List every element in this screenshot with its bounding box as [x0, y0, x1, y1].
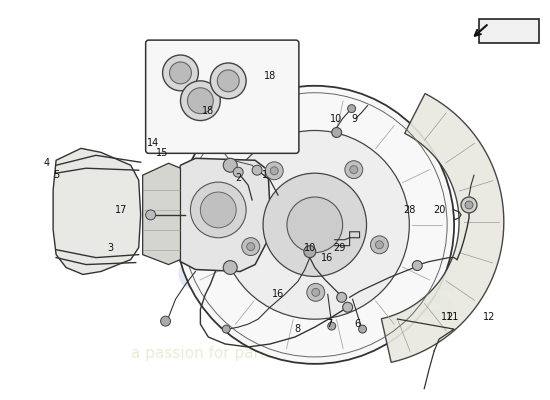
- Polygon shape: [142, 163, 180, 264]
- Polygon shape: [53, 148, 141, 274]
- Circle shape: [222, 325, 230, 333]
- Circle shape: [461, 197, 477, 213]
- Text: 8: 8: [295, 324, 301, 334]
- Circle shape: [200, 192, 236, 228]
- Circle shape: [337, 292, 346, 302]
- Circle shape: [252, 165, 262, 175]
- Circle shape: [312, 288, 320, 296]
- Text: Parts: Parts: [280, 270, 458, 329]
- Polygon shape: [175, 158, 270, 272]
- Circle shape: [146, 210, 156, 220]
- Circle shape: [348, 105, 356, 113]
- Circle shape: [328, 322, 336, 330]
- Circle shape: [180, 81, 221, 120]
- Circle shape: [332, 128, 342, 138]
- Text: 14: 14: [146, 138, 159, 148]
- Circle shape: [210, 63, 246, 99]
- Text: euro: euro: [175, 235, 361, 304]
- Text: 21: 21: [446, 312, 458, 322]
- Circle shape: [287, 197, 343, 253]
- Circle shape: [304, 246, 316, 258]
- Circle shape: [345, 161, 363, 178]
- Circle shape: [307, 284, 324, 301]
- Polygon shape: [479, 19, 538, 43]
- Text: 11: 11: [441, 312, 453, 322]
- Circle shape: [163, 55, 199, 91]
- Circle shape: [190, 182, 246, 238]
- Text: 2: 2: [235, 173, 241, 183]
- Text: 18: 18: [202, 106, 215, 116]
- Circle shape: [465, 201, 473, 209]
- Text: 15: 15: [156, 148, 169, 158]
- Text: 29: 29: [333, 243, 346, 253]
- Text: 10: 10: [329, 114, 342, 124]
- Text: a passion for parts since 1985: a passion for parts since 1985: [131, 346, 362, 362]
- Circle shape: [263, 173, 366, 276]
- Circle shape: [350, 166, 358, 174]
- Text: 16: 16: [321, 252, 333, 262]
- Circle shape: [270, 167, 278, 175]
- Text: 12: 12: [483, 312, 495, 322]
- Circle shape: [359, 325, 366, 333]
- Text: 5: 5: [53, 170, 59, 180]
- Text: 10: 10: [304, 243, 316, 253]
- Text: 7: 7: [327, 319, 333, 329]
- Circle shape: [412, 260, 422, 270]
- Circle shape: [169, 138, 182, 149]
- Circle shape: [175, 86, 454, 364]
- Circle shape: [221, 130, 409, 319]
- Circle shape: [233, 167, 243, 177]
- Text: 6: 6: [355, 319, 361, 329]
- Circle shape: [188, 88, 213, 114]
- Circle shape: [242, 238, 260, 256]
- Circle shape: [265, 162, 283, 180]
- Circle shape: [247, 243, 255, 250]
- Text: 16: 16: [272, 289, 284, 299]
- Circle shape: [169, 62, 191, 84]
- Text: 28: 28: [403, 205, 415, 215]
- Circle shape: [161, 316, 170, 326]
- Text: 20: 20: [433, 205, 446, 215]
- Text: 9: 9: [351, 114, 358, 124]
- Text: 1: 1: [262, 170, 268, 180]
- Circle shape: [223, 260, 237, 274]
- Circle shape: [223, 158, 237, 172]
- FancyBboxPatch shape: [146, 40, 299, 153]
- Circle shape: [217, 70, 239, 92]
- Text: 3: 3: [108, 243, 114, 253]
- Text: 17: 17: [114, 205, 127, 215]
- Text: 18: 18: [264, 71, 276, 81]
- Circle shape: [371, 236, 388, 254]
- Circle shape: [343, 302, 353, 312]
- Text: 4: 4: [43, 158, 49, 168]
- Polygon shape: [381, 94, 504, 362]
- Circle shape: [376, 241, 383, 249]
